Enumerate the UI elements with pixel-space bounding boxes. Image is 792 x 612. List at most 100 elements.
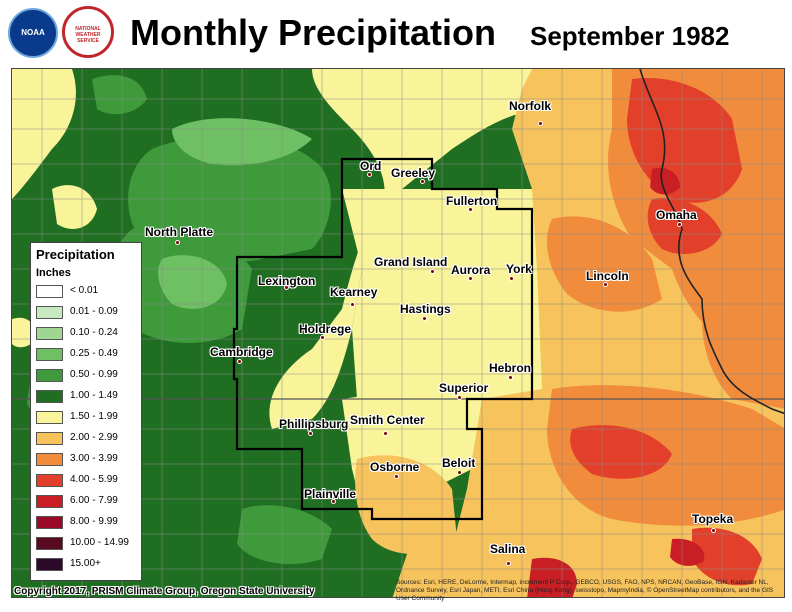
legend-swatch (36, 327, 63, 340)
city-label-omaha: Omaha (656, 208, 697, 222)
city-dot-ord (367, 172, 372, 177)
legend-item: 10.00 - 14.99 (36, 537, 140, 552)
sources-attribution: Sources: Esri, HERE, DeLorme, Intermap, … (396, 579, 774, 602)
region-orange-east (702, 319, 784, 409)
city-dot-salina (506, 561, 511, 566)
city-label-holdrege: Holdrege (299, 322, 352, 336)
region-yellow-west-patch (52, 185, 97, 229)
region-green-mid-south (237, 505, 332, 564)
city-label-superior: Superior (439, 381, 489, 395)
city-label-plainville: Plainville (304, 487, 357, 501)
legend-title: Precipitation (36, 247, 115, 262)
city-dot-smith-center (383, 431, 388, 436)
region-red-orange-south (570, 425, 672, 479)
city-dot-grand-island (430, 269, 435, 274)
city-dot-york (509, 276, 514, 281)
legend-swatch (36, 516, 63, 529)
legend-item: 1.00 - 1.49 (36, 390, 140, 405)
city-dot-phillipsburg (308, 431, 313, 436)
legend-swatch (36, 306, 63, 319)
legend-swatch (36, 537, 63, 550)
city-dot-plainville (331, 499, 336, 504)
legend-item: < 0.01 (36, 285, 140, 300)
legend-label: 1.00 - 1.49 (70, 390, 118, 401)
city-dot-beloit (457, 470, 462, 475)
region-yellow-nw-edge (12, 69, 76, 199)
city-label-osborne: Osborne (370, 460, 420, 474)
city-label-phillipsburg: Phillipsburg (279, 417, 349, 431)
city-label-kearney: Kearney (330, 285, 378, 299)
region-red-south (527, 557, 577, 597)
nws-logo-text: NATIONAL WEATHER SERVICE (75, 26, 101, 44)
city-label-lincoln: Lincoln (586, 269, 629, 283)
copyright-text: Copyright 2017, PRISM Climate Group, Ore… (14, 586, 315, 597)
legend-item: 0.01 - 0.09 (36, 306, 140, 321)
region-red-orange-se (692, 527, 762, 586)
legend-label: 3.00 - 3.99 (70, 453, 118, 464)
legend-swatch (36, 474, 63, 487)
legend-swatch (36, 411, 63, 424)
city-dot-aurora (468, 276, 473, 281)
city-dot-norfolk (538, 121, 543, 126)
legend-swatch (36, 453, 63, 466)
region-red-se (670, 538, 705, 566)
legend-item: 2.00 - 2.99 (36, 432, 140, 447)
city-dot-north-platte (175, 240, 180, 245)
city-dot-hebron (508, 375, 513, 380)
legend-item: 4.00 - 5.99 (36, 474, 140, 489)
legend-swatch (36, 348, 63, 361)
city-dot-topeka (711, 528, 716, 533)
legend-label: 0.25 - 0.49 (70, 348, 118, 359)
city-label-hastings: Hastings (400, 302, 451, 316)
legend-label: 0.50 - 0.99 (70, 369, 118, 380)
city-label-topeka: Topeka (692, 512, 734, 526)
city-dot-hastings (422, 316, 427, 321)
legend-item: 0.50 - 0.99 (36, 369, 140, 384)
nws-logo: NATIONAL WEATHER SERVICE (62, 6, 114, 58)
legend-label: 1.50 - 1.99 (70, 411, 118, 422)
city-dot-lexington (284, 285, 289, 290)
city-label-cambridge: Cambridge (210, 345, 273, 359)
city-dot-kearney (350, 302, 355, 307)
legend-swatch (36, 285, 63, 298)
cwa-boundary (232, 157, 534, 521)
region-red-north (650, 167, 680, 195)
legend-label: 0.10 - 0.24 (70, 327, 118, 338)
city-dot-fullerton (468, 207, 473, 212)
city-label-north-platte: North Platte (145, 225, 214, 239)
region-light-orange-salina (392, 539, 462, 597)
legend-item: 0.25 - 0.49 (36, 348, 140, 363)
legend-swatch (36, 495, 63, 508)
region-green-light-west (158, 255, 227, 309)
city-dot-osborne (394, 474, 399, 479)
legend-item: 15.00+ (36, 558, 140, 573)
city-label-ord: Ord (360, 159, 382, 173)
city-dot-greeley (420, 179, 425, 184)
missouri-river (639, 69, 784, 415)
city-label-york: York (506, 262, 532, 276)
region-red-orange-omaha (647, 198, 722, 254)
legend-units: Inches (36, 267, 71, 279)
legend-label: 2.00 - 2.99 (70, 432, 118, 443)
legend-item: 6.00 - 7.99 (36, 495, 140, 510)
region-light-orange-osborne (355, 455, 457, 554)
city-dot-holdrege (320, 335, 325, 340)
city-dot-omaha (677, 222, 682, 227)
legend-label: 15.00+ (70, 558, 101, 569)
legend-item: 1.50 - 1.99 (36, 411, 140, 426)
city-label-beloit: Beloit (442, 456, 476, 470)
legend-label: 6.00 - 7.99 (70, 495, 118, 506)
legend-item: 3.00 - 3.99 (36, 453, 140, 468)
city-dot-superior (457, 395, 462, 400)
legend-label: 4.00 - 5.99 (70, 474, 118, 485)
legend-swatch (36, 558, 63, 571)
city-label-fullerton: Fullerton (446, 194, 498, 208)
city-label-lexington: Lexington (258, 274, 316, 288)
legend-swatch (36, 432, 63, 445)
legend-label: 0.01 - 0.09 (70, 306, 118, 317)
region-green-mid-nw (92, 75, 147, 115)
region-orange-lincoln (547, 216, 662, 312)
page-title: Monthly Precipitation (130, 12, 497, 53)
legend-label: 10.00 - 14.99 (70, 537, 129, 548)
legend-label: < 0.01 (70, 285, 99, 296)
